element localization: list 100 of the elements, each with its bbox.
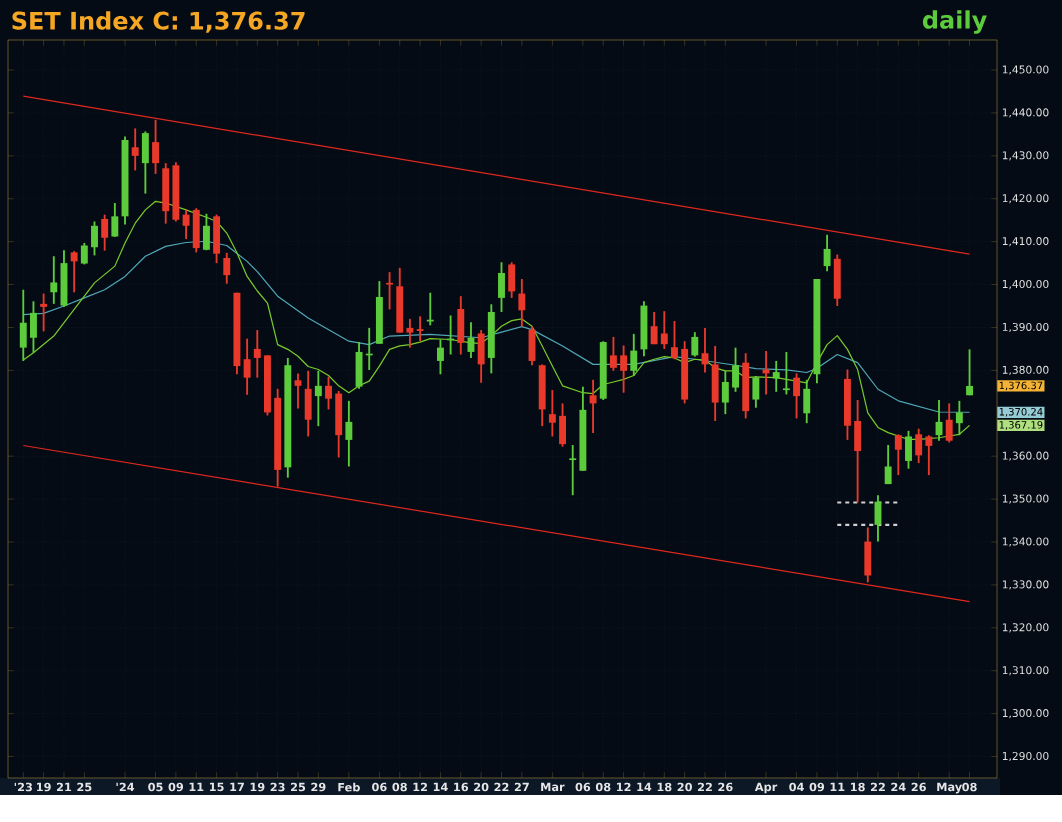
x-tick-label: May [937, 782, 962, 794]
candlestick [782, 350, 790, 396]
y-tick-label: 1,360.00 [1002, 451, 1049, 461]
x-tick-label: 21 [56, 782, 72, 792]
x-tick-label: 20 [474, 782, 489, 792]
x-tick-label: 26 [718, 782, 733, 792]
y-tick-label: 1,320.00 [1002, 623, 1049, 633]
x-tick-label: 22 [698, 782, 712, 792]
candlestick [884, 444, 892, 486]
x-tick-label: 11 [189, 782, 204, 791]
x-tick-label: 20 [677, 782, 692, 792]
x-tick-label: 19 [250, 782, 265, 792]
candlestick [223, 251, 231, 285]
x-tick-label: 24 [891, 782, 906, 792]
candlestick [243, 337, 251, 396]
y-tick-label: 1,350.00 [1002, 494, 1049, 504]
candlestick [620, 344, 628, 394]
x-tick-label: 12 [413, 782, 427, 792]
y-tick-label: 1,390.00 [1002, 322, 1049, 333]
y-tick-label: 1,450.00 [1002, 65, 1049, 75]
candlestick [415, 315, 425, 343]
x-tick-label: 08 [595, 782, 611, 792]
y-tick-label: 1,290.00 [1002, 751, 1049, 762]
x-tick-label: 16 [454, 782, 469, 792]
x-tick-label: 06 [372, 782, 387, 792]
y-tick-label: 1,310.00 [1002, 666, 1049, 676]
candlestick [152, 118, 159, 175]
candlestick [91, 220, 98, 257]
candlestick [966, 348, 974, 397]
y-tick-label: 1,400.00 [1002, 279, 1049, 290]
candlestick [894, 433, 902, 477]
chart-title: SET Index C: 1,376.37 [12, 11, 305, 33]
candlestick [345, 399, 353, 468]
candlestick [660, 310, 668, 350]
x-tick-label: 11 [830, 782, 845, 791]
candlestick [823, 233, 831, 273]
x-tick-label: Feb [338, 782, 360, 792]
candlestick [101, 213, 109, 252]
y-tick-label: 1,380.00 [1002, 365, 1049, 375]
chart-subtitle: daily [922, 10, 987, 34]
candlestick [721, 369, 729, 416]
x-tick-label: 12 [616, 782, 631, 792]
x-tick-label: 08 [392, 782, 407, 792]
x-tick-label: Apr [754, 782, 778, 794]
candlestick [182, 208, 190, 241]
text: 1,370.24 [999, 407, 1043, 417]
x-tick-label: 14 [433, 782, 448, 791]
candlestick [915, 427, 923, 464]
x-tick-label: 15 [209, 782, 224, 792]
x-tick-label: 19 [37, 782, 51, 792]
candlestick [609, 335, 617, 372]
x-tick-label: 29 [311, 782, 326, 792]
candlestick [793, 372, 801, 420]
x-tick-label: 08 [962, 782, 977, 792]
x-tick-label: 25 [77, 782, 92, 792]
y-tick-label: 1,440.00 [1002, 108, 1049, 118]
x-tick-label: 23 [270, 782, 285, 792]
candlestick [630, 332, 638, 377]
x-tick-label: '24 [116, 782, 135, 792]
candlestick [548, 389, 556, 438]
x-tick-label: 14 [637, 782, 652, 791]
candlestick [406, 317, 414, 349]
candlestick [752, 375, 760, 409]
candlestick [131, 127, 139, 172]
x-tick-label: 06 [575, 782, 591, 792]
y-tick-label: 1,330.00 [1002, 580, 1049, 590]
x-tick-label: Mar [541, 782, 565, 792]
candlestick [732, 346, 739, 393]
x-tick-label: 22 [494, 782, 509, 792]
x-tick-label: 18 [657, 782, 672, 792]
candlestick [569, 444, 577, 497]
candlestick [925, 434, 933, 477]
y-tick-label: 1,300.00 [1002, 709, 1049, 719]
x-tick-label: 22 [870, 782, 885, 792]
candlestick [671, 320, 678, 361]
x-tick-label: 17 [230, 782, 244, 791]
candlestick [50, 255, 58, 305]
x-tick-label: 27 [514, 782, 529, 792]
y-tick-label: 1,420.00 [1002, 194, 1049, 204]
text: 1,376.37 [999, 381, 1043, 391]
x-tick-label: 04 [789, 782, 804, 792]
candlestick [386, 271, 394, 311]
candlestick [772, 360, 780, 393]
candlestick [945, 402, 953, 444]
y-tick-label: 1,340.00 [1002, 537, 1049, 547]
candlestick [518, 278, 526, 328]
candlestick [325, 375, 332, 411]
candlestick [955, 399, 963, 437]
x-tick-label: 25 [291, 782, 306, 792]
candlestick [111, 202, 119, 238]
x-tick-label: 26 [911, 782, 926, 792]
candlestick [70, 250, 78, 294]
candlestick [650, 311, 658, 346]
candlestick [294, 372, 302, 410]
x-tick-label: 09 [168, 782, 184, 792]
candlestick [589, 378, 597, 434]
candlestick [253, 329, 261, 379]
x-tick-label: 09 [809, 782, 825, 792]
candlestick [436, 338, 444, 376]
y-tick-label: 1,410.00 [1002, 237, 1049, 247]
